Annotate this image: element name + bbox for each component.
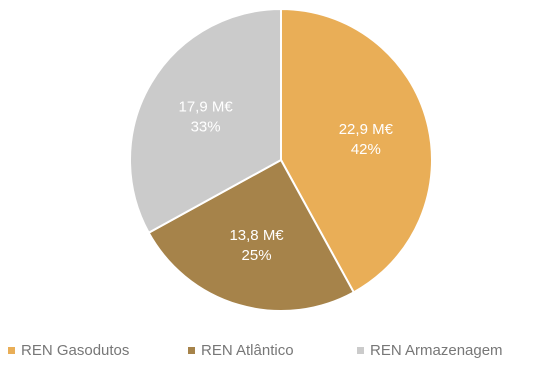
pie-chart: 22,9 M€ 42% 13,8 M€ 25% 17,9 M€ 33% (129, 7, 433, 312)
slice-percent-label-ren-atl-ntico: 25% (242, 247, 272, 264)
legend-label-gasodutos: REN Gasodutos (21, 341, 130, 359)
slice-value-label-ren-gasodutos: 22,9 M€ (339, 121, 394, 138)
legend-swatch-gasodutos (8, 346, 15, 354)
legend-item-gasodutos: REN Gasodutos (8, 342, 129, 359)
slice-value-label-ren-atl-ntico: 13,8 M€ (229, 227, 284, 244)
pie-slices (129, 7, 433, 312)
legend: REN Gasodutos REN Atlântico REN Armazena… (0, 338, 558, 362)
slice-labels: 22,9 M€ 42% 13,8 M€ 25% 17,9 M€ 33% (179, 98, 394, 264)
slice-percent-label-ren-gasodutos: 42% (351, 141, 381, 158)
slice-percent-label-ren-armazenagem: 33% (191, 118, 221, 135)
legend-swatch-atlantico (188, 346, 195, 354)
legend-label-armazenagem: REN Armazenagem (370, 341, 503, 359)
slice-value-label-ren-armazenagem: 17,9 M€ (179, 98, 234, 115)
legend-label-atlantico: REN Atlântico (201, 341, 294, 359)
legend-item-armazenagem: REN Armazenagem (357, 342, 503, 359)
legend-item-atlantico: REN Atlântico (188, 342, 294, 359)
legend-swatch-armazenagem (357, 346, 364, 354)
pie-slice-ren-gasodutos (280, 7, 433, 294)
pie-slice-ren-atl-ntico (147, 158, 356, 312)
pie-slice-ren-armazenagem (129, 7, 282, 235)
